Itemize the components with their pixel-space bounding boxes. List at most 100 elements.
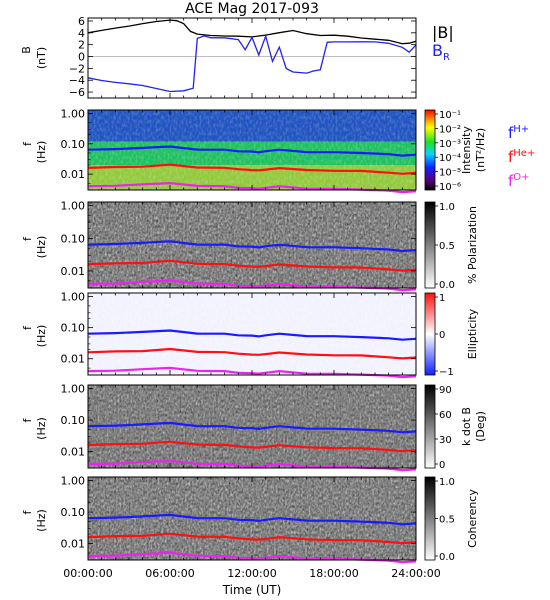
y-tick-label: 1.00 [61, 383, 86, 396]
colorbar-tick-label: 10⁻⁶ [439, 182, 461, 193]
gyrofrequency-fHe [87, 163, 417, 175]
colorbar-label: Coherency [466, 489, 479, 548]
y-tick-label: −6 [69, 86, 85, 99]
colorbar-tick-label: 10⁻⁴ [439, 153, 461, 164]
legend-b-r: BR [432, 41, 450, 63]
colorbar [424, 201, 436, 289]
spectrogram-texture [88, 202, 416, 288]
series-line-b-r [87, 34, 417, 93]
y-tick-label: −4 [69, 74, 85, 87]
y-tick-label: 6 [78, 15, 85, 28]
y-tick-label: 1.00 [61, 200, 86, 213]
y-axis-unit: (Hz) [35, 141, 48, 164]
colorbar-tick-label: 0 [439, 330, 445, 341]
y-tick-label: 0.10 [61, 414, 86, 427]
colorbar-tick-label: 0 [439, 460, 445, 471]
panel-intensity: 1.00 0.10 0.01 f (Hz) 10⁻¹ 10⁻² 10⁻³ 10⁻⁴ 10⁻⁵ 10⁻… [21, 107, 535, 194]
spectrogram-texture [88, 477, 416, 560]
colorbar-label: % Polarization [466, 206, 479, 284]
y-axis-label: B [20, 46, 33, 54]
colorbar-tick-label: 60 [439, 410, 452, 421]
colorbar [424, 384, 436, 469]
colorbar-tick-label: 0.0 [439, 552, 455, 563]
colorbar [424, 292, 436, 376]
panel-kdotb: 1.00 0.10 0.01 f (Hz) 90 60 30 0 k dot B (Deg) [21, 383, 487, 472]
colorbar-tick-label: 1.0 [439, 202, 455, 213]
colorbar-tick-label: 90 [439, 385, 452, 396]
y-tick-label: 0.01 [61, 168, 86, 181]
colorbar-tick-label: 10⁻² [439, 124, 461, 135]
legend-He-ion: fHe+ [508, 148, 535, 166]
gyrofrequency-fH [87, 145, 417, 157]
y-axis-label: f [21, 236, 34, 241]
spectrogram-texture [88, 110, 416, 190]
colorbar-tick-label: 10⁻³ [439, 139, 461, 150]
colorbar-label: k dot B [460, 407, 473, 446]
legend-b-total: |B| [432, 23, 454, 42]
gyrofrequency-fHe [87, 532, 417, 545]
colorbar-tick-label: −1 [439, 367, 454, 378]
colorbar-tick-label: 1.0 [439, 477, 455, 488]
y-tick-label: 1.00 [61, 291, 86, 304]
time-axis: 00:00:00 06:00:00 12:00:00 18:00:00 24:00:00… [63, 567, 440, 597]
y-axis-label: f [21, 417, 34, 422]
colorbar-tick-label: 0.5 [439, 515, 455, 526]
colorbar-tick-label: 10⁻¹ [439, 110, 461, 121]
y-tick-label: 4 [78, 27, 85, 40]
chart-title: ACE Mag 2017-093 [185, 1, 319, 17]
legend-O-ion: fO+ [508, 172, 530, 190]
x-tick-label: 18:00:00 [309, 567, 358, 580]
y-axis-unit: (Hz) [35, 325, 48, 348]
panel-ellipticity: 1.00 0.10 0.01 f (Hz) 1 0 −1 Ellipticity [21, 291, 479, 379]
y-axis-label: f [21, 509, 34, 514]
colorbar-label: Ellipticity [466, 308, 479, 359]
y-axis-unit: (Hz) [35, 417, 48, 440]
x-tick-label: 00:00:00 [63, 567, 112, 580]
y-tick-label: 0.10 [61, 322, 86, 335]
colorbar [424, 476, 436, 561]
y-tick-label: 0.01 [61, 265, 86, 278]
y-tick-label: 2 [78, 39, 85, 52]
panel-polarization: 1.00 0.10 0.01 f (Hz) 1.0 0.5 0.0 % Polarization [21, 200, 479, 292]
y-tick-label: 0.01 [61, 353, 86, 366]
gyrofrequency-fHe [87, 347, 417, 360]
colorbar [424, 109, 436, 191]
spectrogram-texture [88, 385, 416, 468]
gyrofrequency-fH [87, 421, 417, 434]
y-axis-label: f [21, 325, 34, 330]
y-axis-label: f [21, 141, 34, 146]
gyrofrequency-fH [87, 329, 417, 341]
x-tick-label: 24:00:00 [391, 567, 440, 580]
x-tick-label: 12:00:00 [227, 567, 276, 580]
y-tick-label: −2 [69, 62, 85, 75]
gyrofrequency-fH [87, 513, 417, 526]
y-tick-label: 1.00 [61, 107, 86, 120]
series-line-b-total [87, 19, 417, 45]
colorbar-tick-label: 0.5 [439, 241, 455, 252]
x-tick-label: 06:00:00 [145, 567, 194, 580]
plot-frame [87, 17, 417, 99]
y-tick-label: 0.01 [61, 446, 86, 459]
y-tick-label: 0.01 [61, 538, 86, 551]
y-axis-unit: (nT) [35, 47, 48, 69]
y-axis-unit: (Hz) [35, 236, 48, 259]
spectrogram-texture [88, 293, 416, 375]
colorbar-label: Intensity [460, 126, 473, 174]
y-tick-label: 0.10 [61, 138, 86, 151]
panel-coherency: 1.00 0.10 0.01 f (Hz) 1.0 0.5 0.0 Coherency [21, 475, 479, 564]
y-tick-label: 0 [78, 51, 85, 64]
y-axis-unit: (Hz) [35, 509, 48, 532]
colorbar-unit: (nT²/Hz) [474, 128, 487, 172]
colorbar-tick-label: 1 [439, 293, 445, 304]
colorbar-tick-label: 0.0 [439, 280, 455, 291]
gyrofrequency-fHe [87, 259, 417, 272]
colorbar-tick-label: 30 [439, 435, 452, 446]
y-tick-label: 0.10 [61, 232, 86, 245]
colorbar-unit: (Deg) [474, 411, 487, 442]
gyrofrequency-fH [87, 240, 417, 253]
y-tick-label: 1.00 [61, 475, 86, 488]
legend-H-ion: fH+ [508, 124, 529, 142]
